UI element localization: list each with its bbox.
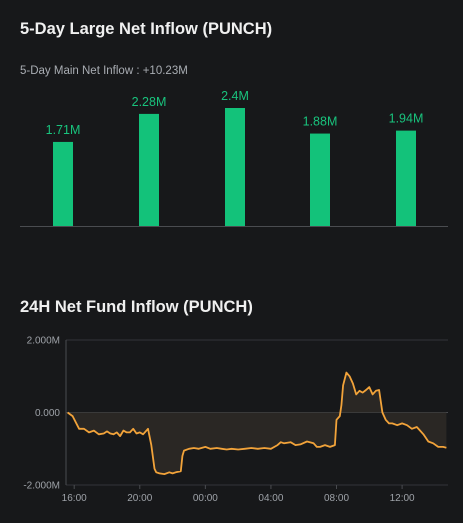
bar-chart-title: 5-Day Large Net Inflow (PUNCH) — [20, 20, 273, 38]
bar-3 — [225, 108, 245, 226]
bar-5 — [396, 130, 416, 226]
line-chart-title: 24H Net Fund Inflow (PUNCH) — [20, 298, 253, 316]
bar-label-5: 1.94M — [389, 112, 424, 126]
bar-label-3: 2.4M — [221, 89, 249, 103]
x-tick-label-2: 20:00 — [127, 493, 152, 504]
bar-label-4: 1.88M — [303, 115, 338, 129]
x-tick-label-4: 04:00 — [258, 493, 283, 504]
summary-value: +10.23M — [142, 65, 188, 77]
inflow-line — [67, 371, 447, 475]
y-tick-label-2: 0.000 — [35, 408, 60, 419]
main-net-inflow-summary: 5-Day Main Net Inflow : +10.23M — [20, 65, 188, 77]
x-tick-label-6: 12:00 — [390, 493, 415, 504]
x-tick-label-3: 00:00 — [193, 493, 218, 504]
bar-chart: 1.71M 2.28M 2.4M 1.88M 1.94M — [20, 89, 448, 227]
x-tick-label-1: 16:00 — [62, 493, 87, 504]
summary-label: 5-Day Main Net Inflow : — [20, 65, 143, 77]
bar-label-2: 2.28M — [132, 95, 167, 109]
bar-4 — [310, 133, 330, 226]
y-tick-label-1: 2.000M — [27, 336, 60, 347]
inflow-area-fill — [67, 372, 447, 475]
bar-2 — [139, 113, 159, 226]
y-tick-label-3: -2.000M — [23, 481, 60, 492]
bar-1 — [53, 141, 73, 226]
x-tick-label-5: 08:00 — [324, 493, 349, 504]
bar-label-1: 1.71M — [46, 123, 81, 137]
